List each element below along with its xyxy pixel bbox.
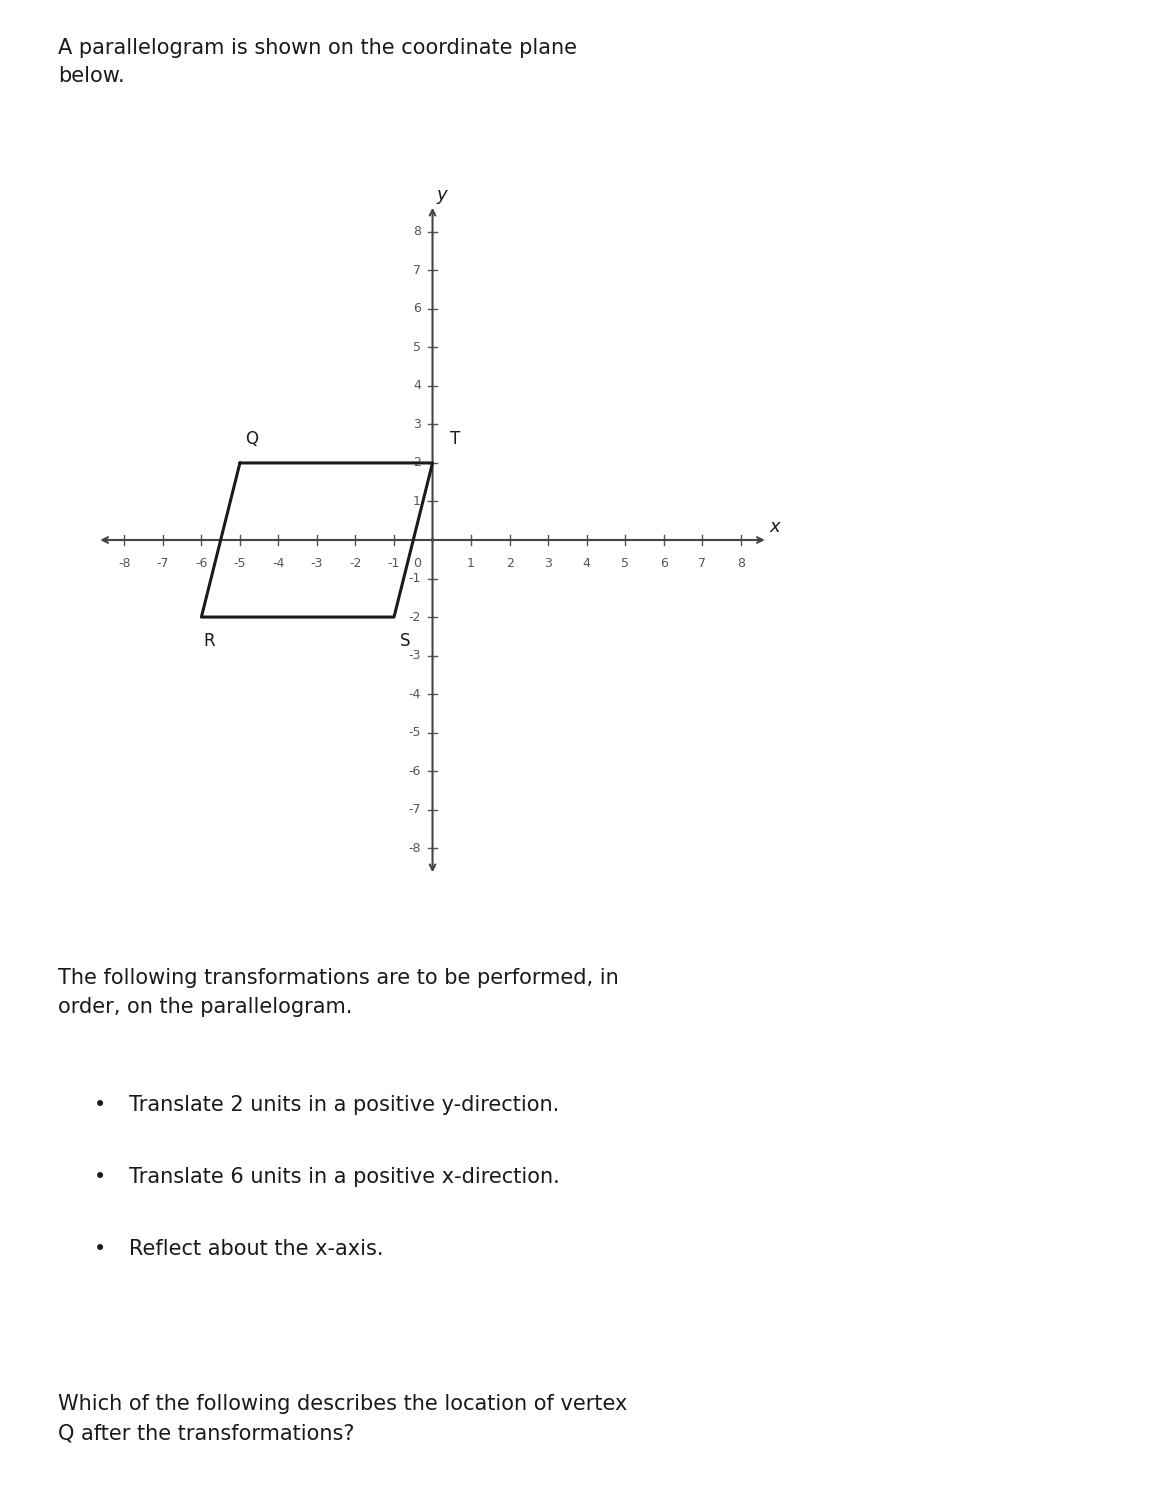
Text: Reflect about the x-axis.: Reflect about the x-axis. — [129, 1239, 383, 1258]
Text: -4: -4 — [272, 558, 284, 570]
Text: 6: 6 — [659, 558, 667, 570]
Text: -6: -6 — [195, 558, 208, 570]
Text: -5: -5 — [234, 558, 247, 570]
Text: 1: 1 — [468, 558, 475, 570]
Text: -5: -5 — [408, 726, 421, 740]
Text: Which of the following describes the location of vertex
Q after the transformati: Which of the following describes the loc… — [58, 1394, 628, 1443]
Text: 8: 8 — [736, 558, 745, 570]
Text: -7: -7 — [157, 558, 170, 570]
Text: -2: -2 — [409, 610, 421, 624]
Text: -4: -4 — [409, 687, 421, 700]
Text: 6: 6 — [413, 303, 421, 315]
Text: 2: 2 — [506, 558, 513, 570]
Text: •: • — [94, 1239, 105, 1258]
Text: x: x — [769, 518, 780, 536]
Text: 7: 7 — [698, 558, 706, 570]
Text: y: y — [437, 186, 448, 204]
Text: •: • — [94, 1095, 105, 1114]
Text: •: • — [94, 1167, 105, 1186]
Text: Translate 2 units in a positive y-direction.: Translate 2 units in a positive y-direct… — [129, 1095, 559, 1114]
Text: R: R — [203, 633, 215, 651]
Text: 8: 8 — [413, 225, 421, 238]
Text: 3: 3 — [544, 558, 552, 570]
Text: 3: 3 — [413, 419, 421, 430]
Text: Q: Q — [245, 429, 258, 447]
Text: -1: -1 — [388, 558, 400, 570]
Text: 5: 5 — [413, 340, 421, 354]
Text: S: S — [400, 633, 410, 651]
Text: A parallelogram is shown on the coordinate plane
below.: A parallelogram is shown on the coordina… — [58, 38, 577, 86]
Text: 4: 4 — [582, 558, 590, 570]
Text: -1: -1 — [409, 572, 421, 585]
Text: The following transformations are to be performed, in
order, on the parallelogra: The following transformations are to be … — [58, 968, 620, 1017]
Text: 5: 5 — [621, 558, 629, 570]
Text: 1: 1 — [413, 495, 421, 508]
Text: -6: -6 — [409, 765, 421, 777]
Text: 2: 2 — [413, 456, 421, 470]
Text: -2: -2 — [350, 558, 361, 570]
Text: Translate 6 units in a positive x-direction.: Translate 6 units in a positive x-direct… — [129, 1167, 559, 1186]
Text: 0: 0 — [413, 558, 421, 570]
Text: 4: 4 — [413, 380, 421, 393]
Text: 7: 7 — [413, 264, 421, 278]
Text: -8: -8 — [118, 558, 131, 570]
Text: -8: -8 — [408, 842, 421, 855]
Text: -3: -3 — [409, 650, 421, 662]
Text: -7: -7 — [408, 802, 421, 816]
Text: -3: -3 — [311, 558, 323, 570]
Text: T: T — [450, 429, 461, 447]
